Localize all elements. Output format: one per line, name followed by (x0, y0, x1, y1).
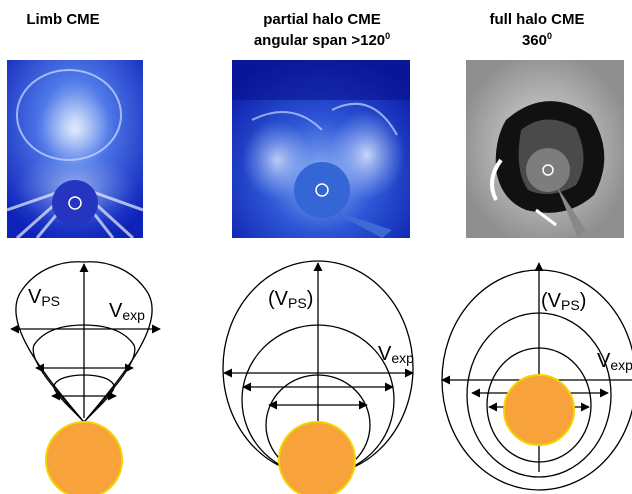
partial-vps-label: (VPS) (268, 288, 313, 311)
degree-superscript: 0 (385, 31, 391, 41)
sun-partial (278, 421, 356, 494)
title-partial-line2: angular span >120 (253, 32, 386, 49)
limb-vps-label: VPS (28, 286, 60, 309)
title-full-line1: full halo CME (489, 11, 585, 28)
limb-vexp-label: Vexp (109, 300, 145, 323)
full-halo-difference-image (466, 60, 624, 238)
limb-outer-front (15, 261, 153, 424)
title-full-line2: 360 (521, 32, 547, 49)
limb-cme-schematic (10, 261, 161, 424)
title-partial-halo-cme: partial halo CME angular span >1200 (208, 11, 436, 49)
title-partial-line1: partial halo CME (263, 11, 381, 28)
limb-cme-coronagraph-image (7, 60, 143, 238)
title-full-halo-cme: full halo CME 3600 (462, 11, 612, 49)
title-limb-line1: Limb CME (26, 11, 100, 28)
degree-superscript: 0 (547, 31, 553, 41)
sun-full (503, 374, 575, 446)
full-vexp-label: Vexp (597, 350, 632, 373)
title-partial-line2-wrap: angular span >1200 (208, 28, 436, 49)
sun-limb (45, 421, 123, 494)
title-limb-cme: Limb CME (0, 11, 126, 28)
full-vps-label: (VPS) (541, 290, 586, 313)
title-full-line2-wrap: 3600 (462, 28, 612, 49)
partial-halo-coronagraph-image (232, 60, 410, 238)
partial-vexp-label: Vexp (378, 343, 414, 366)
